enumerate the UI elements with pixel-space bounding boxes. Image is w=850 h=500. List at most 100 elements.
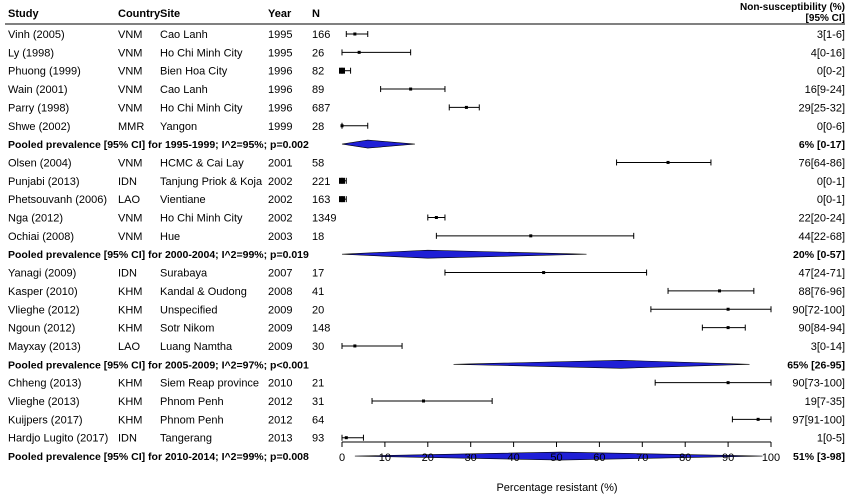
site-name: Luang Namtha	[160, 341, 233, 353]
study-row: Parry (1998) VNM Ho Chi Minh City 1996 687 29…	[8, 102, 845, 114]
point-estimate	[464, 105, 468, 109]
study-name: Yanagi (2009)	[8, 268, 76, 280]
x-tick-label: 0	[339, 452, 345, 464]
study-row: Shwe (2002) MMR Yangon 1999 28 0[0-6]	[8, 121, 845, 133]
estimate-label: 0[0-6]	[817, 121, 845, 133]
estimate-label: 29[25-32]	[799, 102, 845, 114]
point-estimate	[409, 87, 413, 91]
study-row: Ochiai (2008) VNM Hue 2003 18 44[22-68]	[8, 231, 845, 243]
sample-size: 166	[312, 29, 330, 41]
pooled-estimate-label: 51% [3-98]	[793, 451, 845, 463]
site-name: Unspecified	[160, 304, 217, 316]
study-name: Ochiai (2008)	[8, 231, 74, 243]
country-code: LAO	[118, 341, 140, 353]
study-year: 2002	[268, 213, 292, 225]
point-estimate	[353, 344, 357, 348]
country-code: KHM	[118, 286, 142, 298]
study-name: Ngoun (2012)	[8, 323, 75, 335]
country-code: LAO	[118, 194, 140, 206]
study-year: 2002	[268, 194, 292, 206]
study-name: Vinh (2005)	[8, 29, 65, 41]
x-tick-label: 100	[762, 452, 780, 464]
sample-size: 82	[312, 66, 324, 78]
country-code: VNM	[118, 231, 142, 243]
country-code: IDN	[118, 433, 137, 445]
site-name: Ho Chi Minh City	[160, 102, 243, 114]
site-name: Cao Lanh	[160, 29, 208, 41]
site-name: Cao Lanh	[160, 84, 208, 96]
sample-size: 17	[312, 268, 324, 280]
x-axis: 0 10 20 30 40 50 60 70 80 90 100	[339, 441, 780, 464]
study-year: 1995	[268, 29, 292, 41]
study-year: 1995	[268, 47, 292, 59]
point-estimate	[357, 50, 361, 54]
pooled-estimate-label: 20% [0-57]	[793, 249, 845, 261]
country-code: VNM	[118, 157, 142, 169]
study-name: Ly (1998)	[8, 47, 54, 59]
estimate-label: 90[73-100]	[792, 378, 845, 390]
study-name: Kasper (2010)	[8, 286, 78, 298]
sample-size: 21	[312, 378, 324, 390]
pooled-estimate-label: 6% [0-17]	[799, 139, 845, 151]
x-tick-label: 80	[679, 452, 691, 464]
study-year: 2001	[268, 157, 292, 169]
study-row: Phuong (1999) VNM Bien Hoa City 1996 82 0[0-2…	[8, 66, 845, 78]
estimate-label: 16[9-24]	[805, 84, 845, 96]
point-estimate	[339, 177, 345, 184]
study-row: Mayxay (2013) LAO Luang Namtha 2009 30 3[0-14…	[8, 341, 845, 353]
country-code: IDN	[118, 268, 137, 280]
sample-size: 58	[312, 157, 324, 169]
x-axis-label: Percentage resistant (%)	[496, 482, 617, 494]
estimate-label: 88[76-96]	[799, 286, 845, 298]
study-year: 1999	[268, 121, 292, 133]
study-row: Vlieghe (2013) KHM Phnom Penh 2012 31 19[7-35…	[8, 396, 845, 408]
point-estimate	[726, 326, 730, 330]
study-row: Ngoun (2012) KHM Sotr Nikom 2009 148 90[84-94…	[8, 323, 845, 335]
x-tick-label: 50	[550, 452, 562, 464]
study-row: Ly (1998) VNM Ho Chi Minh City 1995 26 4[0-16…	[8, 47, 845, 59]
study-name: Phuong (1999)	[8, 66, 81, 78]
point-estimate	[422, 399, 426, 403]
country-code: MMR	[118, 121, 144, 133]
country-code: KHM	[118, 414, 142, 426]
site-name: Bien Hoa City	[160, 66, 228, 78]
header-estimate-line2: [95% CI]	[806, 13, 845, 24]
estimate-label: 97[91-100]	[792, 414, 845, 426]
study-year: 2003	[268, 231, 292, 243]
pooled-row: Pooled prevalence [95% CI] for 2010-2014…	[8, 451, 845, 463]
point-estimate	[339, 67, 345, 74]
site-name: Vientiane	[160, 194, 206, 206]
sample-size: 1349	[312, 213, 336, 225]
study-row: Chheng (2013) KHM Siem Reap province 2010 21…	[8, 378, 845, 390]
estimate-label: 0[0-1]	[817, 194, 845, 206]
study-name: Chheng (2013)	[8, 378, 81, 390]
sample-size: 64	[312, 414, 324, 426]
study-name: Olsen (2004)	[8, 157, 72, 169]
site-name: Tangerang	[160, 433, 212, 445]
sample-size: 93	[312, 433, 324, 445]
study-row: Punjabi (2013) IDN Tanjung Priok & Koja 200…	[8, 176, 845, 188]
study-name: Shwe (2002)	[8, 121, 70, 133]
header-study: Study	[8, 8, 39, 20]
pooled-diamond	[453, 359, 750, 369]
study-year: 2013	[268, 433, 292, 445]
study-year: 2009	[268, 323, 292, 335]
study-name: Parry (1998)	[8, 102, 69, 114]
estimate-label: 90[72-100]	[792, 304, 845, 316]
site-name: Sotr Nikom	[160, 323, 214, 335]
point-estimate	[344, 436, 348, 440]
x-tick-label: 60	[593, 452, 605, 464]
country-code: KHM	[118, 378, 142, 390]
site-name: Yangon	[160, 121, 197, 133]
table-rows: Vinh (2005) VNM Cao Lanh 1995 166 3[1-6] Ly (1…	[8, 29, 845, 463]
study-year: 2007	[268, 268, 292, 280]
estimate-label: 1[0-5]	[817, 433, 845, 445]
study-name: Hardjo Lugito (2017)	[8, 433, 108, 445]
x-tick-label: 90	[722, 452, 734, 464]
point-estimate	[718, 289, 722, 293]
estimate-label: 0[0-2]	[817, 66, 845, 78]
estimate-label: 22[20-24]	[799, 213, 845, 225]
x-tick-label: 40	[507, 452, 519, 464]
pooled-diamond	[341, 139, 415, 149]
